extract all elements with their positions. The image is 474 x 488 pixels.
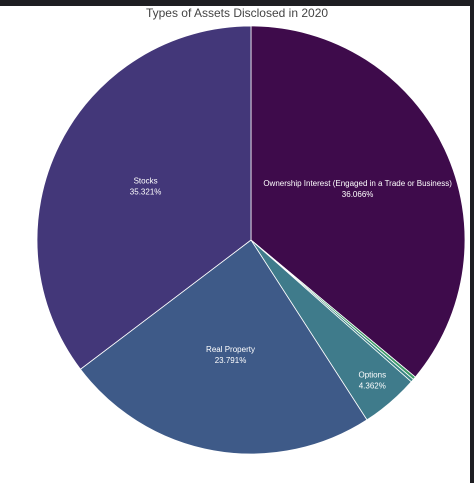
chart-title: Types of Assets Disclosed in 2020 — [146, 6, 328, 20]
slice-label: Options — [359, 370, 387, 379]
pie-slice — [36, 25, 252, 370]
slice-value-label: 35.321% — [130, 188, 162, 197]
slice-label: Real Property — [206, 345, 255, 354]
slice-label: Stocks — [134, 177, 158, 186]
slice-value-label: 23.791% — [215, 356, 247, 365]
slice-value-label: 36.066% — [342, 190, 374, 199]
window-edge — [0, 0, 474, 6]
pie-slice — [250, 25, 466, 378]
window-edge — [470, 0, 474, 483]
slice-value-label: 4.362% — [359, 381, 386, 390]
slice-label: Ownership Interest (Engaged in a Trade o… — [263, 179, 452, 188]
pie-slice — [79, 239, 368, 455]
